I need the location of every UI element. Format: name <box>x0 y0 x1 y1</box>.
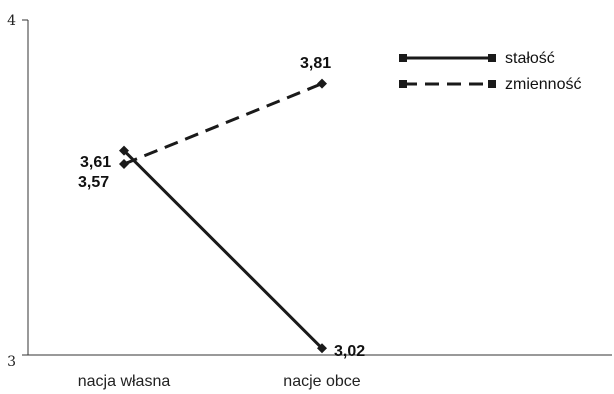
legend-marker-zmiennosc-left <box>399 80 407 88</box>
data-label-zmiennosc-nacje-obce: 3,81 <box>300 55 331 72</box>
legend-marker-zmiennosc-right <box>488 80 496 88</box>
series-line-stalosc <box>122 149 324 350</box>
y-tick-label-top: 4 <box>7 13 16 29</box>
data-point-zmiennosc-2 <box>317 78 327 89</box>
x-category-label-2: nacje obce <box>283 373 360 390</box>
x-category-label-1: nacja własna <box>78 373 171 390</box>
legend-marker-stalosc-left <box>399 54 407 62</box>
legend-marker-stalosc-right <box>488 54 496 62</box>
data-point-stalosc-2 <box>317 343 327 354</box>
data-label-zmiennosc-nacja-wlasna: 3,57 <box>78 174 109 191</box>
series-line-zmiennosc <box>123 82 323 166</box>
data-label-stalosc-nacje-obce: 3,02 <box>334 343 365 360</box>
data-point-stalosc-1 <box>119 145 129 156</box>
data-point-zmiennosc-1 <box>119 159 129 170</box>
legend-label-zmiennosc: zmienność <box>505 76 581 93</box>
data-label-stalosc-nacja-wlasna: 3,61 <box>80 154 111 171</box>
legend: stałość zmienność <box>399 50 581 93</box>
y-tick-label-bottom: 3 <box>7 354 16 370</box>
legend-label-stalosc: stałość <box>505 50 555 67</box>
